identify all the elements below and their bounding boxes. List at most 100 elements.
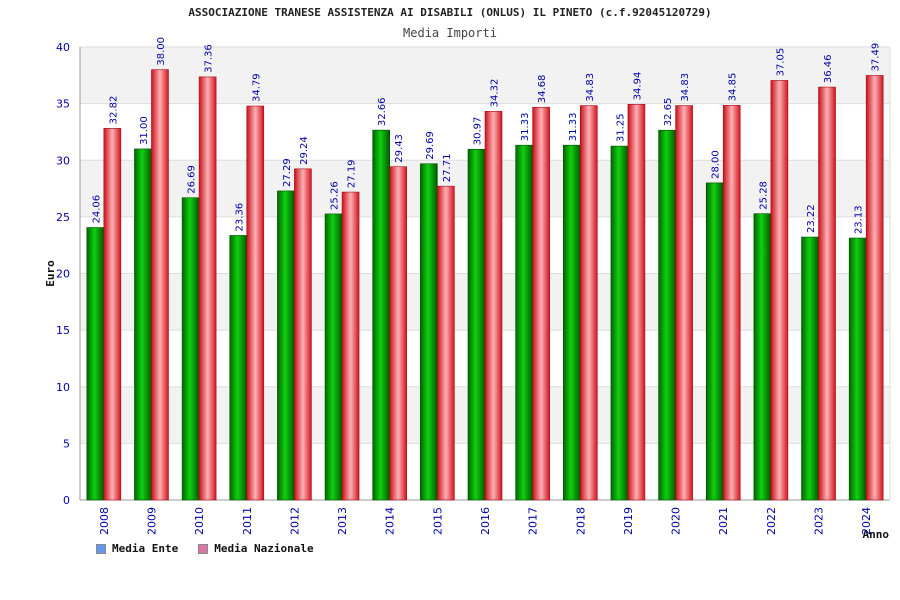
data-label: 28.00 bbox=[711, 150, 722, 179]
legend-label-media-ente: Media Ente bbox=[112, 542, 179, 555]
data-label: 34.68 bbox=[537, 75, 548, 104]
data-label: 29.43 bbox=[394, 134, 405, 163]
data-label: 32.66 bbox=[377, 97, 388, 126]
bar-media-ente bbox=[277, 190, 295, 501]
data-label: 25.28 bbox=[758, 181, 769, 210]
data-label: 32.65 bbox=[663, 98, 674, 127]
data-label: 27.71 bbox=[442, 154, 453, 183]
data-label: 23.13 bbox=[854, 205, 865, 234]
bar-media-ente bbox=[848, 237, 867, 501]
y-tick-label: 5 bbox=[63, 437, 70, 450]
bar-media-ente bbox=[705, 182, 724, 501]
legend-label-media-nazionale: Media Nazionale bbox=[214, 542, 314, 555]
bar-media-ente bbox=[753, 213, 772, 501]
x-tick-label: 2008 bbox=[98, 507, 111, 535]
data-label: 37.05 bbox=[775, 48, 786, 77]
data-label: 37.36 bbox=[204, 44, 215, 73]
legend-swatch-media-nazionale bbox=[198, 543, 209, 554]
x-tick-label: 2018 bbox=[574, 507, 587, 535]
x-tick-label: 2014 bbox=[384, 507, 397, 535]
bar-media-nazionale bbox=[103, 128, 122, 501]
data-label: 31.33 bbox=[520, 113, 531, 142]
data-label: 24.06 bbox=[91, 195, 102, 224]
y-tick-label: 15 bbox=[56, 324, 70, 337]
x-tick-label: 2024 bbox=[860, 507, 873, 535]
bar-media-ente bbox=[801, 236, 819, 501]
x-tick-label: 2023 bbox=[813, 507, 826, 535]
chart-title: ASSOCIAZIONE TRANESE ASSISTENZA AI DISAB… bbox=[188, 6, 712, 19]
bar-media-ente bbox=[515, 144, 533, 501]
data-label: 25.26 bbox=[330, 181, 341, 210]
bar-media-nazionale bbox=[532, 106, 550, 501]
x-tick-label: 2017 bbox=[527, 507, 540, 535]
x-tick-label: 2021 bbox=[717, 507, 730, 535]
bar-media-nazionale bbox=[579, 105, 598, 501]
data-label: 34.83 bbox=[680, 73, 691, 102]
bar-media-nazionale bbox=[818, 86, 836, 501]
x-tick-label: 2010 bbox=[193, 507, 206, 535]
bar-media-ente bbox=[229, 235, 248, 501]
bar-media-nazionale bbox=[865, 75, 884, 501]
data-label: 31.25 bbox=[615, 113, 626, 142]
bar-media-ente bbox=[658, 129, 676, 501]
bar-media-nazionale bbox=[627, 104, 646, 501]
data-label: 31.00 bbox=[139, 116, 150, 145]
y-tick-label: 10 bbox=[56, 381, 70, 394]
bar-media-nazionale bbox=[151, 69, 169, 501]
data-label: 26.69 bbox=[187, 165, 198, 194]
x-tick-label: 2019 bbox=[622, 507, 635, 535]
data-label: 30.97 bbox=[473, 117, 484, 146]
bar-media-nazionale bbox=[770, 80, 789, 501]
bar-media-nazionale bbox=[722, 105, 741, 501]
data-label: 29.69 bbox=[425, 131, 436, 160]
y-tick-label: 25 bbox=[56, 211, 70, 224]
y-tick-label: 20 bbox=[56, 268, 70, 281]
data-label: 34.79 bbox=[251, 73, 262, 102]
y-tick-label: 0 bbox=[63, 494, 70, 507]
data-label: 27.19 bbox=[347, 159, 358, 188]
bar-media-nazionale bbox=[389, 166, 408, 501]
bar-media-nazionale bbox=[484, 111, 503, 501]
y-tick-label: 40 bbox=[56, 41, 70, 54]
bar-media-nazionale bbox=[675, 105, 693, 501]
bar-media-ente bbox=[610, 145, 629, 501]
bar-media-nazionale bbox=[437, 185, 455, 501]
x-tick-label: 2016 bbox=[479, 507, 492, 535]
bar-media-ente bbox=[420, 163, 438, 501]
x-tick-label: 2022 bbox=[765, 507, 778, 535]
data-label: 34.83 bbox=[585, 73, 596, 102]
bar-media-nazionale bbox=[294, 168, 312, 501]
data-label: 34.85 bbox=[728, 73, 739, 102]
bar-media-ente bbox=[181, 197, 200, 501]
data-label: 27.29 bbox=[282, 158, 293, 187]
data-label: 34.94 bbox=[632, 72, 643, 101]
bar-media-ente bbox=[562, 144, 581, 501]
x-tick-label: 2011 bbox=[241, 507, 254, 535]
legend-item-media-nazionale: Media Nazionale bbox=[198, 542, 314, 555]
data-label: 34.32 bbox=[490, 79, 501, 108]
data-label: 23.36 bbox=[234, 203, 245, 232]
data-label: 31.33 bbox=[568, 113, 579, 142]
legend: Media Ente Media Nazionale bbox=[96, 542, 314, 555]
data-label: 36.46 bbox=[823, 54, 834, 83]
data-label: 23.22 bbox=[806, 204, 817, 233]
bar-media-ente bbox=[86, 227, 105, 501]
x-tick-label: 2009 bbox=[145, 507, 158, 535]
data-label: 38.00 bbox=[156, 37, 167, 66]
bar-media-nazionale bbox=[198, 76, 217, 501]
y-tick-label: 30 bbox=[56, 154, 70, 167]
data-label: 29.24 bbox=[299, 136, 310, 165]
y-axis-title: Euro bbox=[44, 260, 57, 287]
legend-swatch-media-ente bbox=[96, 543, 106, 554]
legend-item-media-ente: Media Ente bbox=[96, 542, 178, 555]
data-label: 37.49 bbox=[871, 43, 882, 72]
x-axis-title: Anno bbox=[863, 528, 890, 541]
data-label: 32.82 bbox=[108, 96, 119, 125]
x-tick-label: 2012 bbox=[288, 507, 301, 535]
bar-media-ente bbox=[134, 148, 152, 501]
y-tick-label: 35 bbox=[56, 98, 70, 111]
bar-media-nazionale bbox=[341, 191, 360, 501]
x-tick-label: 2015 bbox=[431, 507, 444, 535]
x-tick-label: 2013 bbox=[336, 507, 349, 535]
